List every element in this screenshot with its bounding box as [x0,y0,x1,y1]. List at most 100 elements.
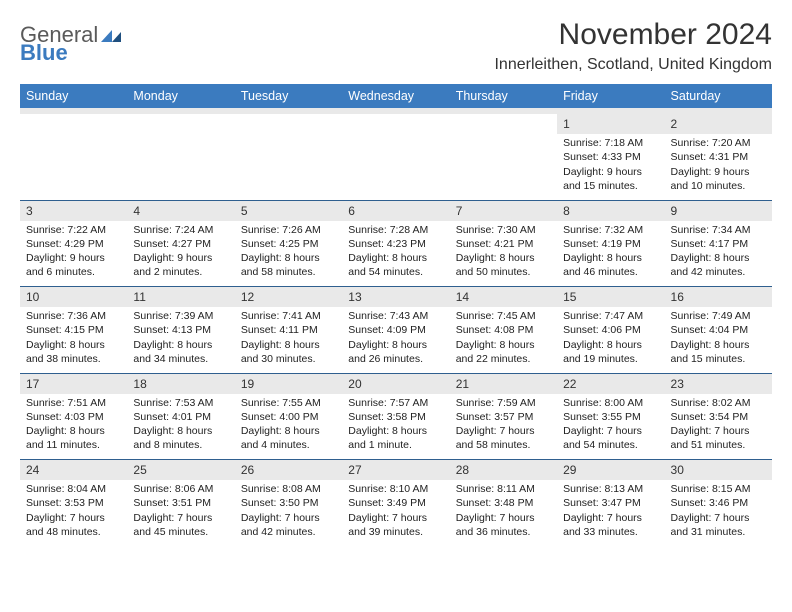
day-sunset: Sunset: 3:49 PM [348,496,443,510]
day-daylight: Daylight: 7 hours and 48 minutes. [26,511,121,539]
day-daylight: Daylight: 8 hours and 54 minutes. [348,251,443,279]
page-header: General Blue November 2024 Innerleithen,… [20,18,772,74]
day-sunset: Sunset: 4:23 PM [348,237,443,251]
day-daylight: Daylight: 8 hours and 58 minutes. [241,251,336,279]
day-sunrise: Sunrise: 8:08 AM [241,482,336,496]
day-cell: 1 Sunrise: 7:18 AMSunset: 4:33 PMDaylight… [557,114,664,200]
day-number: 10 [20,287,127,307]
week-row: 1Sunrise: 7:18 AMSunset: 4:33 PMDaylight… [20,114,772,200]
day-number: 14 [450,287,557,307]
day-daylight: Daylight: 7 hours and 39 minutes. [348,511,443,539]
day-number: 21 [450,374,557,394]
day-cell: 6Sunrise: 7:28 AMSunset: 4:23 PMDaylight… [342,201,449,287]
week-row: 17Sunrise: 7:51 AMSunset: 4:03 PMDayligh… [20,374,772,460]
day-number: 7 [450,201,557,221]
month-title: November 2024 [494,18,772,52]
day-number: 3 [20,201,127,221]
day-cell: 19Sunrise: 7:55 AMSunset: 4:00 PMDayligh… [235,374,342,460]
day-sunrise: Sunrise: 8:04 AM [26,482,121,496]
day-daylight: Daylight: 8 hours and 46 minutes. [563,251,658,279]
day-cell: 14Sunrise: 7:45 AMSunset: 4:08 PMDayligh… [450,287,557,373]
day-sunset: Sunset: 4:31 PM [671,150,766,164]
day-cell: 12Sunrise: 7:41 AMSunset: 4:11 PMDayligh… [235,287,342,373]
day-cell: 17Sunrise: 7:51 AMSunset: 4:03 PMDayligh… [20,374,127,460]
day-sunset: Sunset: 4:08 PM [456,323,551,337]
day-daylight: Daylight: 8 hours and 42 minutes. [671,251,766,279]
day-sunrise: Sunrise: 7:26 AM [241,223,336,237]
day-sunset: Sunset: 3:47 PM [563,496,658,510]
day-sunrise: Sunrise: 7:53 AM [133,396,228,410]
day-number: 1 [557,114,664,134]
day-sunrise: Sunrise: 7:18 AM [563,136,658,150]
day-number: 26 [235,460,342,480]
day-daylight: Daylight: 8 hours and 34 minutes. [133,338,228,366]
day-sunset: Sunset: 4:29 PM [26,237,121,251]
day-number: 9 [665,201,772,221]
day-sunset: Sunset: 3:53 PM [26,496,121,510]
day-sunrise: Sunrise: 7:41 AM [241,309,336,323]
day-sunset: Sunset: 4:01 PM [133,410,228,424]
day-number: 12 [235,287,342,307]
day-cell: 4Sunrise: 7:24 AMSunset: 4:27 PMDaylight… [127,201,234,287]
day-cell: 16Sunrise: 7:49 AMSunset: 4:04 PMDayligh… [665,287,772,373]
day-sunset: Sunset: 4:33 PM [563,150,658,164]
day-number: 24 [20,460,127,480]
day-daylight: Daylight: 8 hours and 38 minutes. [26,338,121,366]
day-daylight: Daylight: 7 hours and 36 minutes. [456,511,551,539]
day-sunrise: Sunrise: 8:11 AM [456,482,551,496]
day-sunrise: Sunrise: 7:45 AM [456,309,551,323]
day-sunrise: Sunrise: 8:02 AM [671,396,766,410]
day-sunrise: Sunrise: 7:57 AM [348,396,443,410]
day-sunrise: Sunrise: 7:47 AM [563,309,658,323]
calendar-table: Sunday Monday Tuesday Wednesday Thursday… [20,84,772,546]
day-number: 23 [665,374,772,394]
day-sunset: Sunset: 3:51 PM [133,496,228,510]
day-sunrise: Sunrise: 8:13 AM [563,482,658,496]
day-cell: 27Sunrise: 8:10 AMSunset: 3:49 PMDayligh… [342,460,449,546]
day-number: 30 [665,460,772,480]
day-sunrise: Sunrise: 8:00 AM [563,396,658,410]
day-sunrise: Sunrise: 7:30 AM [456,223,551,237]
day-sunset: Sunset: 3:48 PM [456,496,551,510]
day-sunrise: Sunrise: 7:32 AM [563,223,658,237]
day-sunrise: Sunrise: 7:20 AM [671,136,766,150]
day-number: 11 [127,287,234,307]
location-text: Innerleithen, Scotland, United Kingdom [494,56,772,74]
day-number: 8 [557,201,664,221]
day-sunset: Sunset: 4:13 PM [133,323,228,337]
title-block: November 2024 Innerleithen, Scotland, Un… [494,18,772,74]
day-sunrise: Sunrise: 7:34 AM [671,223,766,237]
day-sunset: Sunset: 3:58 PM [348,410,443,424]
day-number: 15 [557,287,664,307]
day-daylight: Daylight: 9 hours and 10 minutes. [671,165,766,193]
day-cell-empty [342,114,449,200]
day-daylight: Daylight: 8 hours and 8 minutes. [133,424,228,452]
day-number: 18 [127,374,234,394]
day-sunset: Sunset: 4:17 PM [671,237,766,251]
day-sunset: Sunset: 3:54 PM [671,410,766,424]
day-daylight: Daylight: 9 hours and 15 minutes. [563,165,658,193]
day-cell: 29Sunrise: 8:13 AMSunset: 3:47 PMDayligh… [557,460,664,546]
day-sunrise: Sunrise: 7:43 AM [348,309,443,323]
day-sunrise: Sunrise: 7:49 AM [671,309,766,323]
dow-wednesday: Wednesday [342,84,449,108]
day-daylight: Daylight: 7 hours and 45 minutes. [133,511,228,539]
day-cell: 8Sunrise: 7:32 AMSunset: 4:19 PMDaylight… [557,201,664,287]
dow-monday: Monday [127,84,234,108]
day-sunrise: Sunrise: 7:55 AM [241,396,336,410]
day-sunset: Sunset: 3:57 PM [456,410,551,424]
day-sunset: Sunset: 4:21 PM [456,237,551,251]
day-sunrise: Sunrise: 7:22 AM [26,223,121,237]
day-cell: 24 Sunrise: 8:04 AMSunset: 3:53 PMDayligh… [20,460,127,546]
day-sunrise: Sunrise: 7:28 AM [348,223,443,237]
day-daylight: Daylight: 8 hours and 50 minutes. [456,251,551,279]
day-daylight: Daylight: 9 hours and 2 minutes. [133,251,228,279]
day-cell: 30Sunrise: 8:15 AMSunset: 3:46 PMDayligh… [665,460,772,546]
day-number: 4 [127,201,234,221]
day-cell: 26Sunrise: 8:08 AMSunset: 3:50 PMDayligh… [235,460,342,546]
day-cell: 10Sunrise: 7:36 AMSunset: 4:15 PMDayligh… [20,287,127,373]
day-daylight: Daylight: 8 hours and 26 minutes. [348,338,443,366]
week-row: 3 Sunrise: 7:22 AMSunset: 4:29 PM Daylight… [20,201,772,287]
day-of-week-header-row: Sunday Monday Tuesday Wednesday Thursday… [20,84,772,108]
day-sunset: Sunset: 4:06 PM [563,323,658,337]
